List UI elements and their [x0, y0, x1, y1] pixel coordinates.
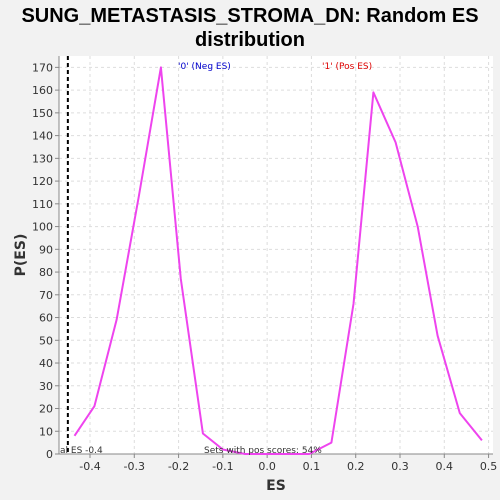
x-tick-label: 0.1 [303, 460, 321, 473]
x-tick-label: 0.4 [436, 460, 454, 473]
y-ticks: 0 10 20 30 40 50 60 70 80 90 100 110 120 130 140 150 160… [32, 61, 59, 461]
grid-vertical [89, 56, 490, 454]
chart-title: SUNG_METASTASIS_STROMA_DN: Random ES dis… [0, 4, 500, 52]
y-tick-label: 160 [32, 84, 53, 97]
y-axis-label: P(ES) [13, 234, 29, 277]
x-tick-label: 0.5 [480, 460, 498, 473]
y-tick-label: 0 [46, 448, 53, 461]
x-tick-label: 0.0 [258, 460, 276, 473]
y-tick-label: 150 [32, 107, 53, 120]
y-tick-label: 110 [32, 198, 53, 211]
x-tick-label: -0.3 [124, 460, 145, 473]
y-tick-label: 170 [32, 61, 53, 74]
pos-scores-label: Sets with pos scores: 54% [204, 446, 322, 456]
x-axis-label: ES [266, 478, 286, 494]
x-tick-label: -0.1 [212, 460, 233, 473]
y-tick-label: 120 [32, 175, 53, 188]
x-ticks: -0.4 -0.3 -0.2 -0.1 0.0 0.1 0.2 0.3 0.4 0.5 [79, 454, 497, 473]
actual-es-label: al ES -0.4 [60, 446, 103, 456]
y-tick-label: 20 [39, 403, 53, 416]
y-tick-label: 40 [39, 357, 53, 370]
y-tick-label: 100 [32, 221, 53, 234]
x-tick-label: -0.4 [79, 460, 100, 473]
chart-title-line-1: SUNG_METASTASIS_STROMA_DN: Random ES [21, 5, 479, 27]
plot-area [59, 56, 493, 454]
neg-es-label: '0' (Neg ES) [178, 62, 231, 72]
series-line [73, 66, 483, 455]
x-tick-label: 0.3 [391, 460, 409, 473]
y-tick-label: 140 [32, 130, 53, 143]
y-tick-label: 70 [39, 289, 53, 302]
y-tick-label: 80 [39, 266, 53, 279]
y-tick-label: 50 [39, 334, 53, 347]
y-tick-label: 90 [39, 243, 53, 256]
pos-es-label: '1' (Pos ES) [322, 62, 372, 72]
y-tick-label: 30 [39, 380, 53, 393]
series-group [73, 66, 483, 455]
y-tick-label: 130 [32, 152, 53, 165]
y-tick-label: 60 [39, 312, 53, 325]
x-tick-label: 0.2 [347, 460, 365, 473]
chart-title-line-2: distribution [195, 29, 305, 51]
y-tick-label: 10 [39, 425, 53, 438]
x-tick-label: -0.2 [168, 460, 189, 473]
